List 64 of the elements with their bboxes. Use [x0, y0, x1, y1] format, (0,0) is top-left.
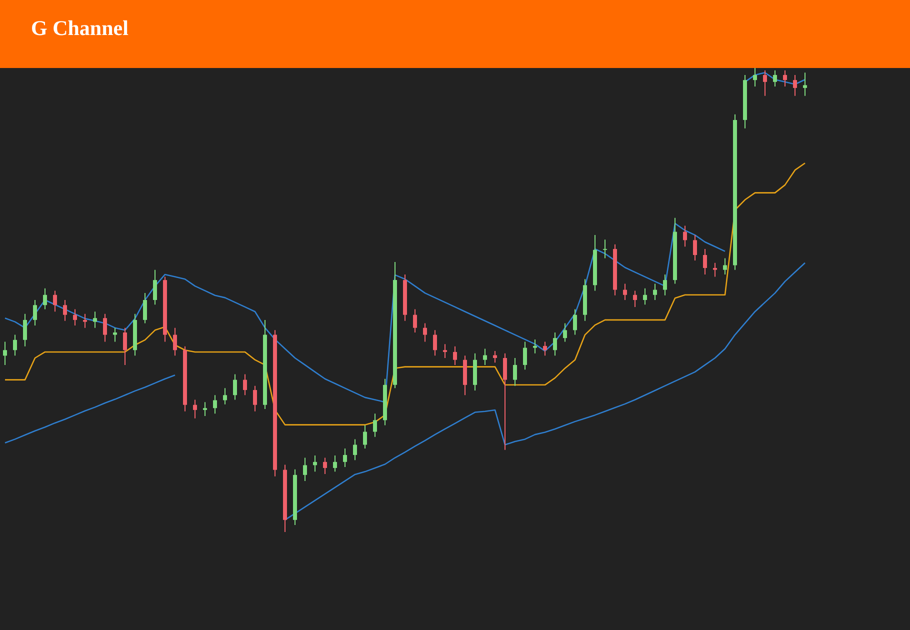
candlestick	[203, 402, 207, 416]
candlestick	[323, 457, 327, 474]
candlestick	[253, 385, 257, 412]
candlestick	[793, 74, 797, 96]
candlestick	[623, 283, 627, 300]
candlestick	[663, 274, 667, 296]
candlestick	[553, 332, 557, 356]
candlestick	[213, 394, 217, 414]
candlestick	[723, 258, 727, 275]
candlestick	[753, 68, 757, 88]
candlestick	[43, 288, 47, 310]
candlestick	[503, 352, 507, 450]
candlestick	[413, 308, 417, 333]
candlestick	[373, 413, 377, 438]
candlestick	[453, 346, 457, 366]
candlestick	[423, 322, 427, 342]
candlestick	[633, 290, 637, 308]
candlestick	[363, 424, 367, 449]
candlestick	[313, 454, 317, 472]
candlestick	[693, 234, 697, 262]
chart-title: G Channel	[0, 0, 910, 68]
candlestick	[763, 70, 767, 96]
candlestick	[13, 334, 17, 356]
candlestick	[3, 341, 7, 366]
candlestick	[23, 313, 27, 347]
candlestick	[653, 283, 657, 300]
candlestick	[513, 358, 517, 386]
candlestick	[63, 300, 67, 322]
candlestick	[173, 327, 177, 356]
candlestick	[333, 454, 337, 472]
candlestick	[483, 348, 487, 366]
candlestick	[433, 330, 437, 356]
candlestick	[53, 290, 57, 312]
candlestick	[243, 374, 247, 396]
candlestick	[353, 438, 357, 461]
candlestick	[783, 70, 787, 88]
candlestick	[803, 72, 807, 96]
candlestick	[573, 308, 577, 336]
candlestick	[153, 269, 157, 306]
candlestick	[443, 344, 447, 358]
candlestick	[83, 313, 87, 328]
candlestick	[233, 374, 237, 400]
candlestick	[523, 341, 527, 370]
candlestick	[493, 350, 497, 364]
candlestick	[303, 457, 307, 482]
candlestick	[713, 262, 717, 278]
candlestick	[703, 248, 707, 275]
candlestick	[343, 448, 347, 468]
candlestick	[73, 308, 77, 326]
candlestick	[103, 313, 107, 342]
candlestick	[683, 225, 687, 248]
candlestick	[223, 388, 227, 405]
candlestick	[773, 70, 777, 88]
candlestick	[543, 341, 547, 356]
candlestick	[643, 288, 647, 306]
candlestick	[93, 311, 97, 328]
candlestick	[123, 327, 127, 366]
candlestick	[563, 322, 567, 342]
candlestick	[33, 300, 37, 326]
candlestick	[113, 327, 117, 342]
candlestick	[143, 292, 147, 324]
candlestick	[603, 239, 607, 259]
candlestick	[193, 399, 197, 419]
candlestick	[533, 338, 537, 354]
